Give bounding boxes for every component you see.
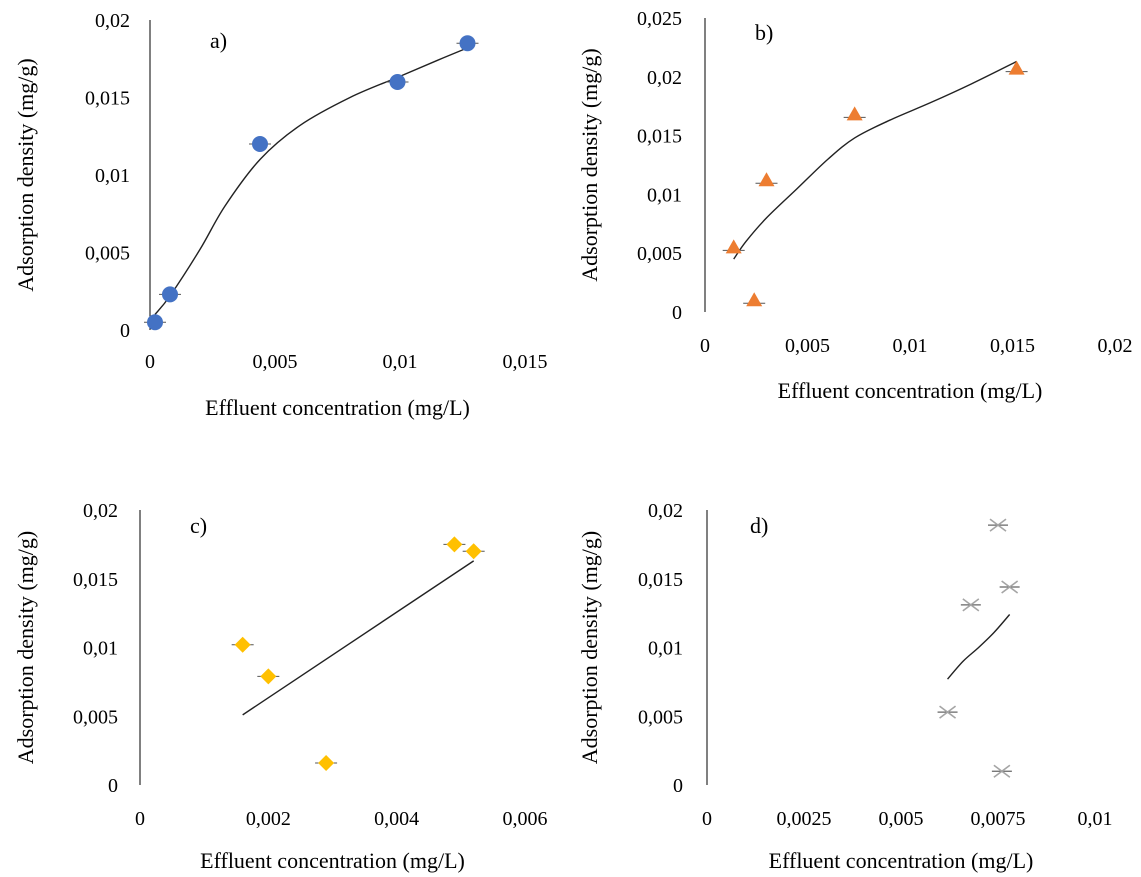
x-axis-label: Effluent concentration (mg/L) [769,848,1034,873]
trend-line [733,60,1017,260]
trend-line [154,47,468,315]
data-point [939,705,957,719]
data-point [725,239,742,254]
trend-line [242,560,475,716]
data-point [459,35,476,52]
y-axis-label: Adsorption density (mg/g) [13,531,38,764]
x-tick-label: 0 [145,351,155,373]
x-tick-label: 0 [135,808,145,830]
data-point [389,74,406,90]
x-tick-label: 0 [702,808,712,830]
data-point [162,286,178,303]
x-tick-label: 0,02 [1098,335,1133,357]
panel-label: c) [190,513,207,538]
y-tick-label: 0,02 [83,500,118,522]
y-tick-label: 0 [673,775,683,797]
data-point [993,764,1011,778]
panel-label: d) [750,513,768,538]
x-tick-label: 0,002 [246,808,291,830]
x-tick-label: 0,015 [990,335,1035,357]
y-tick-label: 0,015 [85,88,130,110]
x-tick-label: 0,006 [503,808,548,830]
x-tick-label: 0,005 [253,351,298,373]
x-tick-label: 0,01 [383,351,418,373]
x-tick-label: 0,004 [374,808,419,830]
chart-panel-d: 0 0,005 0,01 0,015 0,02 0 0,0025 0,005 0,0075 0,0… [577,500,1113,873]
y-tick-label: 0 [672,302,682,324]
y-tick-label: 0,02 [648,500,683,522]
chart-panel-b: 0 0,005 0,01 0,015 0,02 0,025 0 0,005 0,01 0,015 0… [577,8,1133,403]
trend-line [947,614,1011,680]
x-axis-label: Effluent concentration (mg/L) [205,395,470,420]
data-point [318,755,335,771]
x-tick-label: 0,0025 [777,808,832,830]
y-axis-label: Adsorption density (mg/g) [13,58,38,291]
data-point [234,636,251,653]
data-point [446,536,463,553]
x-tick-label: 0 [700,335,710,357]
y-tick-label: 0,01 [95,165,130,187]
y-tick-label: 0 [120,320,130,342]
chart-panel-c: 0 0,005 0,01 0,015 0,02 0 0,002 0,004 0,006 Efflu… [13,500,548,873]
chart-panel-a: 0 0,005 0,01 0,015 0,02 0 0,005 0,01 0,015 Efflue… [13,10,548,420]
data-point [846,106,863,121]
data-point [962,598,980,612]
y-tick-label: 0,01 [648,638,683,660]
y-tick-label: 0 [108,775,118,797]
y-tick-label: 0,025 [637,8,682,30]
x-tick-label: 0,01 [1078,808,1113,830]
y-tick-label: 0,01 [83,638,118,660]
x-tick-label: 0,0075 [971,808,1026,830]
data-point [465,543,482,560]
data-point [252,136,268,152]
y-tick-label: 0,02 [95,10,130,32]
x-tick-label: 0,01 [893,335,928,357]
data-point [1008,60,1025,75]
y-tick-label: 0,005 [637,243,682,265]
y-tick-label: 0,01 [647,184,682,206]
y-axis-label: Adsorption density (mg/g) [577,48,602,281]
data-point [1001,580,1019,594]
y-tick-label: 0,005 [85,243,130,265]
y-tick-label: 0,02 [647,67,682,89]
panel-label: b) [755,20,773,45]
y-axis-label: Adsorption density (mg/g) [577,531,602,764]
x-axis-label: Effluent concentration (mg/L) [778,378,1043,403]
y-tick-label: 0,005 [638,706,683,728]
data-point [758,172,775,187]
y-tick-label: 0,015 [73,569,118,591]
y-tick-label: 0,005 [73,706,118,728]
data-point [989,518,1007,532]
x-tick-label: 0,005 [879,808,924,830]
data-point [260,668,277,685]
data-point [746,292,763,307]
panel-label: a) [210,28,227,53]
y-tick-label: 0,015 [638,569,683,591]
x-tick-label: 0,015 [503,351,548,373]
y-tick-label: 0,015 [637,126,682,148]
x-axis-label: Effluent concentration (mg/L) [200,848,465,873]
data-point [147,314,163,331]
x-tick-label: 0,005 [785,335,830,357]
